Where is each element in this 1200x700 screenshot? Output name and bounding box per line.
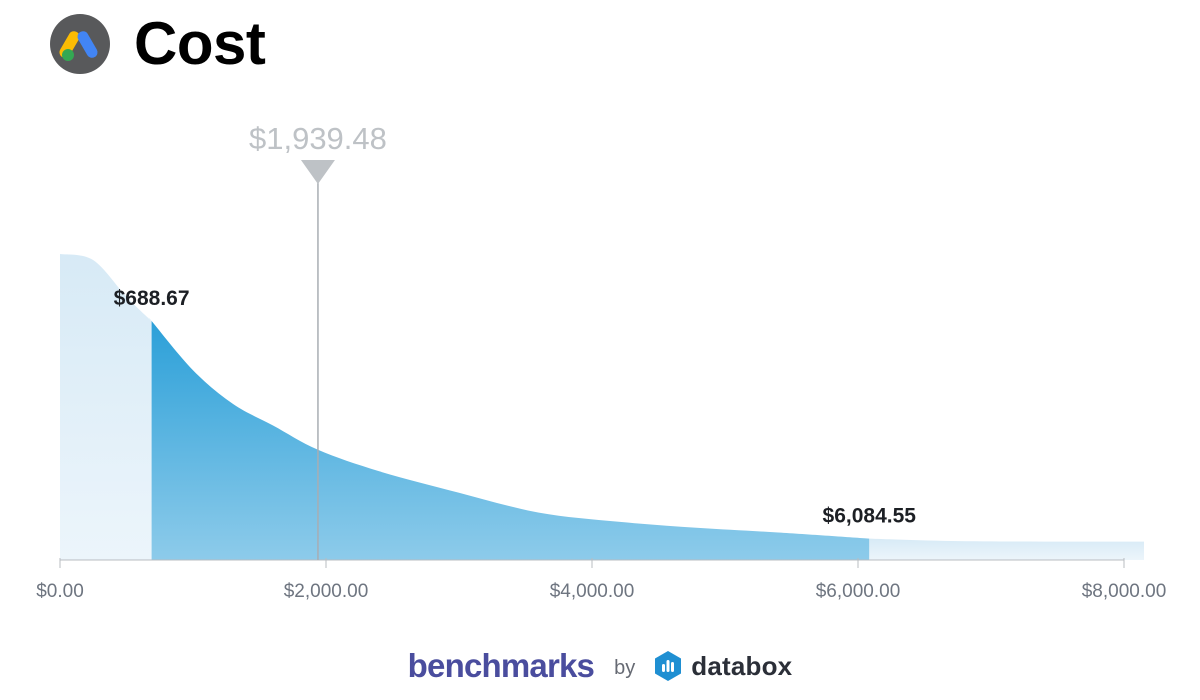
footer-branding: benchmarks by databox — [0, 644, 1200, 688]
x-tick-label: $2,000.00 — [284, 581, 369, 602]
x-tick-label: $4,000.00 — [550, 581, 635, 602]
page-title: Cost — [134, 10, 266, 77]
databox-brand: databox — [691, 650, 793, 681]
chart-header: Cost — [50, 10, 266, 77]
distribution-area-upper — [863, 538, 1144, 560]
by-label: by — [614, 656, 636, 679]
median-value-label: $1,939.48 — [249, 121, 387, 156]
distribution-area-lower — [60, 254, 152, 560]
lower-bound-label: $688.67 — [114, 287, 190, 310]
median-pointer-icon — [300, 160, 335, 184]
distribution-area-highlight — [148, 317, 870, 560]
google-ads-icon — [50, 14, 110, 74]
cost-distribution-chart: $0.00 $2,000.00 $4,000.00 $6,000.00 $8,000.0… — [36, 121, 1167, 602]
x-tick-label: $0.00 — [36, 581, 84, 602]
x-tick-label: $8,000.00 — [1082, 581, 1167, 602]
upper-bound-label: $6,084.55 — [823, 505, 917, 528]
databox-logo-icon — [653, 650, 683, 682]
benchmarks-brand: benchmarks — [407, 647, 595, 684]
x-tick-label: $6,000.00 — [816, 581, 901, 602]
